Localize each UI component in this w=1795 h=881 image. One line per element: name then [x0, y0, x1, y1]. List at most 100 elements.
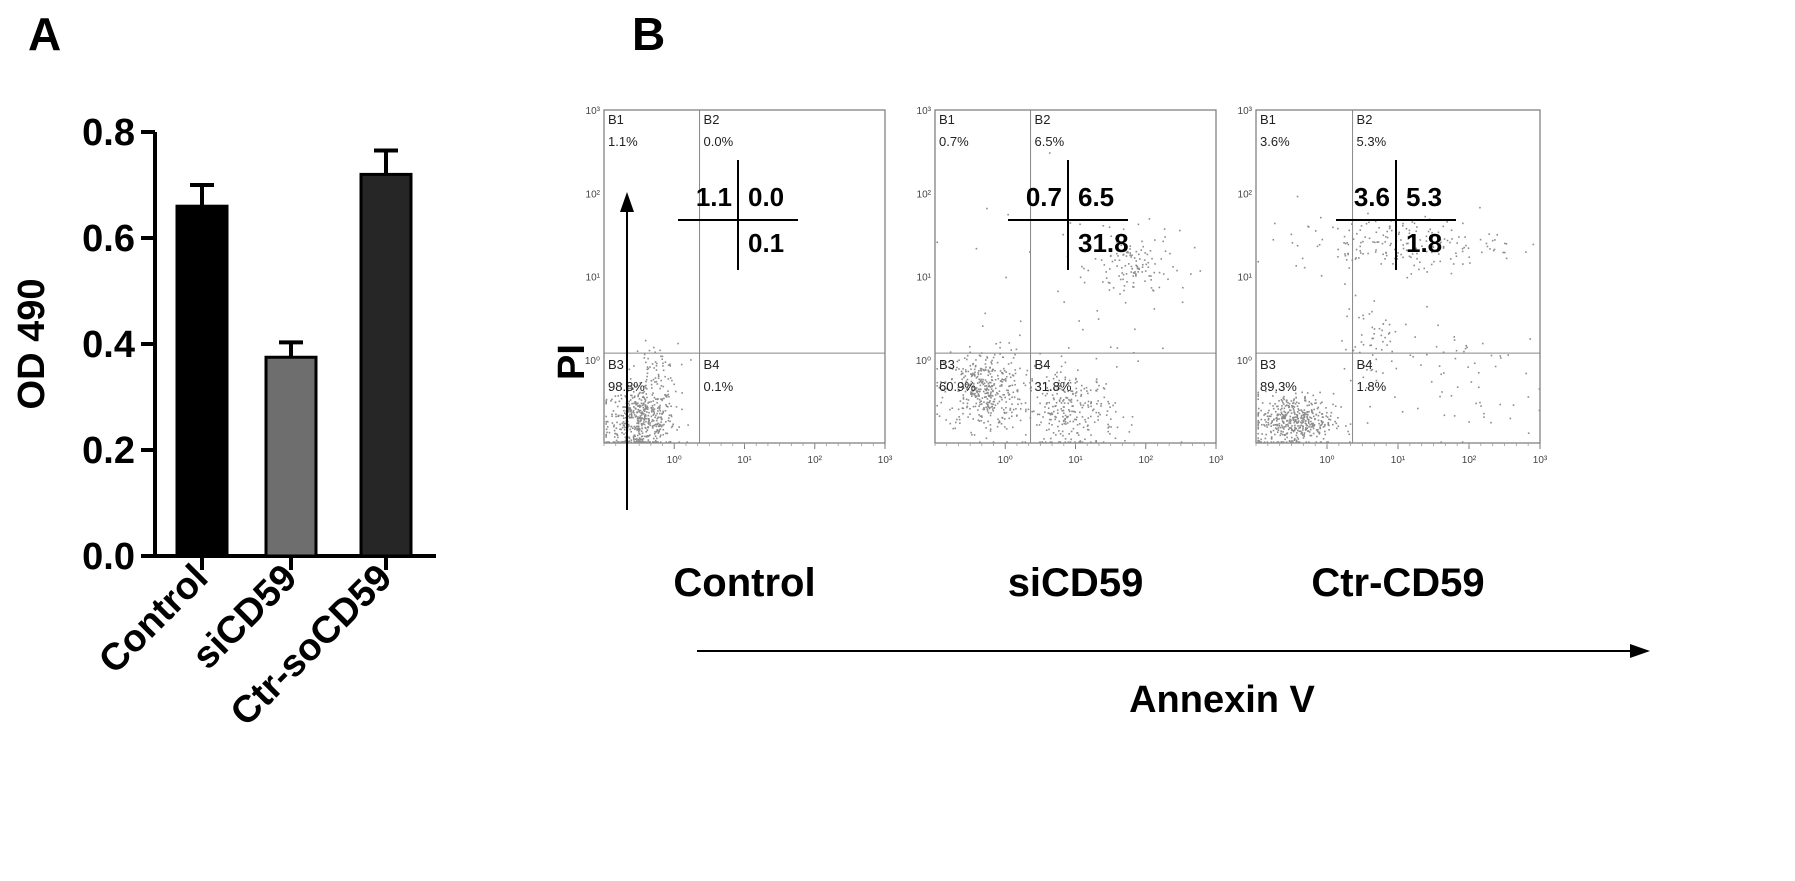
event-dot — [614, 441, 616, 443]
event-dot — [1257, 393, 1260, 396]
event-dot — [1020, 402, 1023, 405]
event-dot — [1272, 405, 1274, 407]
event-dot — [1116, 426, 1119, 429]
event-dot — [1413, 222, 1416, 225]
event-dot — [1108, 268, 1111, 270]
event-dot — [665, 396, 668, 398]
event-dot — [1327, 421, 1330, 424]
event-dot — [964, 390, 967, 393]
event-dot — [1296, 418, 1299, 420]
event-dot — [1334, 405, 1337, 408]
event-dot — [1080, 389, 1082, 392]
event-dot — [1169, 252, 1171, 255]
event-dot — [656, 430, 658, 433]
event-dot — [636, 350, 639, 353]
event-dot — [661, 358, 664, 361]
y-tick-label: 0.2 — [82, 430, 135, 472]
event-dot — [1309, 434, 1311, 437]
event-dot — [969, 393, 972, 395]
event-dot — [613, 424, 615, 426]
event-dot — [1382, 253, 1384, 256]
event-dot — [1094, 257, 1097, 260]
event-dot — [1131, 267, 1134, 270]
event-dot — [661, 399, 664, 402]
event-dot — [1257, 426, 1260, 429]
event-dot — [1144, 252, 1147, 254]
event-dot — [1074, 411, 1077, 413]
event-dot — [1419, 239, 1422, 241]
flow-cytometry-figure: PI Annexin V B11.1%B20.0%B398.8%B40.1%10… — [551, 106, 1650, 721]
event-dot — [985, 396, 987, 398]
event-dot — [1036, 413, 1039, 416]
event-dot — [976, 390, 979, 393]
event-dot — [633, 434, 636, 436]
event-dot — [1010, 415, 1013, 418]
event-dot — [1129, 248, 1131, 250]
event-dot — [1260, 441, 1262, 443]
event-dot — [1001, 371, 1003, 374]
event-dot — [1089, 415, 1092, 418]
event-dot — [1294, 413, 1296, 416]
event-dot — [1332, 423, 1334, 426]
event-dot — [636, 441, 639, 443]
event-dot — [1496, 233, 1499, 236]
event-dot — [1354, 294, 1357, 297]
event-dot — [653, 419, 655, 422]
event-dot — [983, 408, 986, 411]
event-dot — [984, 396, 986, 398]
event-dot — [1039, 402, 1041, 405]
event-dot — [1126, 281, 1128, 283]
event-dot — [615, 427, 618, 430]
event-dot — [655, 431, 657, 433]
event-dot — [646, 405, 648, 408]
event-dot — [1061, 430, 1064, 433]
event-dot — [627, 402, 630, 405]
event-dot — [1317, 414, 1320, 417]
event-dot — [634, 435, 637, 437]
event-dot — [660, 421, 662, 423]
event-dot — [641, 432, 644, 434]
event-dot — [1303, 435, 1305, 438]
event-dot — [647, 414, 650, 417]
event-dot — [1071, 405, 1073, 407]
event-dot — [1288, 406, 1290, 408]
event-dot — [1150, 279, 1152, 281]
event-dot — [1306, 418, 1309, 420]
event-dot — [1284, 411, 1287, 414]
event-dot — [642, 441, 645, 443]
event-dot — [1041, 441, 1043, 443]
event-dot — [1103, 264, 1106, 266]
event-dot — [627, 409, 629, 411]
event-dot — [1372, 337, 1375, 340]
event-dot — [1119, 293, 1121, 295]
event-dot — [957, 390, 960, 393]
event-dot — [1446, 221, 1448, 223]
event-dot — [1322, 438, 1325, 440]
event-dot — [980, 419, 983, 422]
x-decade-label: 10⁰ — [998, 455, 1013, 466]
event-dot — [1000, 396, 1003, 399]
event-dot — [648, 423, 650, 425]
event-dot — [1124, 439, 1126, 442]
event-dot — [1300, 424, 1303, 427]
event-dot — [981, 325, 984, 327]
event-dot — [1359, 351, 1361, 354]
event-dot — [648, 411, 650, 414]
event-dot — [994, 404, 997, 407]
event-dot — [987, 389, 990, 391]
inset-b4: 0.1 — [748, 228, 784, 258]
event-dot — [974, 364, 977, 367]
event-dot — [652, 400, 655, 402]
event-dot — [669, 440, 672, 443]
event-dot — [1012, 374, 1015, 377]
event-dot — [985, 388, 987, 391]
event-dot — [645, 387, 647, 389]
event-dot — [1077, 369, 1079, 372]
event-dot — [636, 422, 638, 425]
event-dot — [973, 393, 975, 396]
event-dot — [1439, 242, 1442, 245]
event-dot — [1131, 415, 1134, 418]
event-dot — [1008, 385, 1010, 388]
event-dot — [986, 398, 989, 400]
event-dot — [1313, 424, 1315, 426]
